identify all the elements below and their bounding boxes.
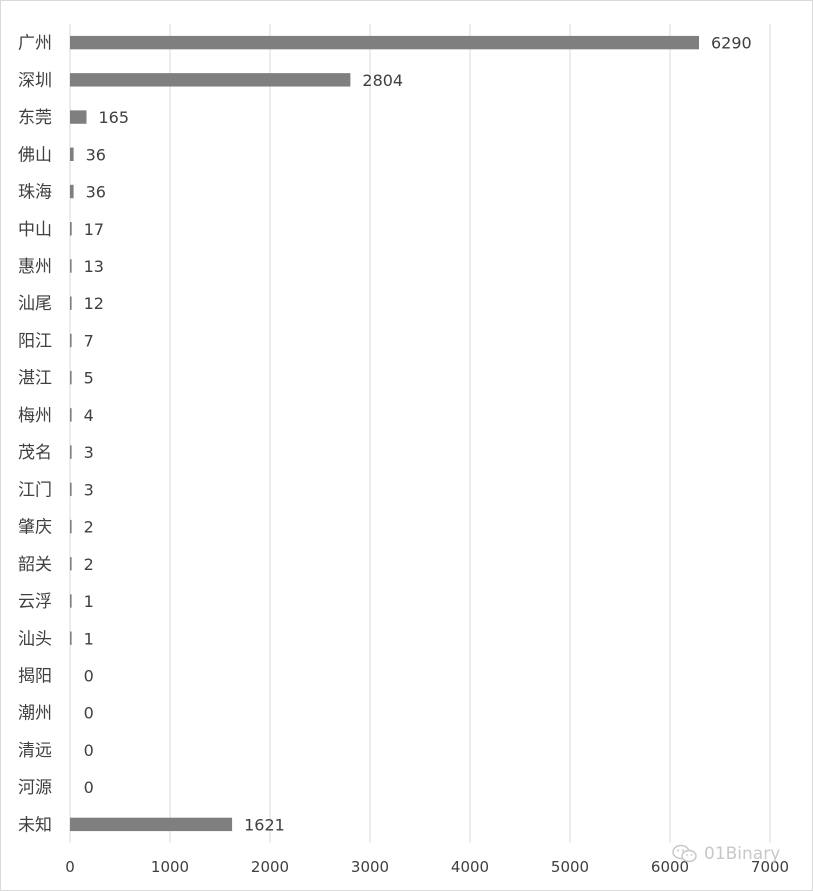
bar	[70, 296, 72, 310]
data-label: 36	[86, 183, 106, 202]
bar	[70, 817, 233, 832]
data-label: 2	[84, 555, 94, 574]
x-tick-label: 5000	[551, 858, 589, 876]
category-label: 深圳	[18, 71, 52, 91]
data-label: 2	[84, 518, 94, 537]
category-label: 汕尾	[18, 294, 52, 314]
data-label: 7	[84, 331, 94, 350]
bar	[70, 35, 699, 50]
data-label: 4	[84, 406, 94, 425]
x-tick-label: 2000	[251, 858, 289, 876]
category-label: 茂名	[18, 443, 52, 463]
category-label: 云浮	[18, 592, 52, 612]
category-label: 江门	[18, 480, 52, 500]
data-label: 13	[84, 257, 104, 276]
data-label: 1621	[244, 815, 285, 834]
category-label: 肇庆	[18, 518, 52, 538]
category-label: 清远	[18, 741, 52, 761]
bar	[70, 482, 72, 497]
x-tick-label: 4000	[451, 858, 489, 876]
bar	[70, 110, 87, 124]
data-label: 3	[84, 443, 94, 462]
data-label: 0	[84, 778, 94, 797]
bar	[70, 631, 72, 645]
category-label: 佛山	[18, 145, 52, 165]
category-label: 河源	[18, 778, 52, 798]
x-tick-label: 0	[65, 858, 75, 876]
category-label: 梅州	[18, 406, 52, 426]
category-label: 汕头	[18, 629, 52, 649]
data-label: 3	[84, 480, 94, 499]
watermark: 01Binary	[672, 843, 780, 865]
bar	[70, 370, 72, 385]
bar	[70, 408, 72, 422]
watermark-text: 01Binary	[704, 844, 781, 864]
x-tick-label: 3000	[351, 858, 389, 876]
data-label: 0	[84, 741, 94, 760]
category-label: 未知	[18, 815, 52, 835]
bar	[70, 73, 351, 87]
bar	[70, 333, 72, 348]
bar	[70, 445, 72, 459]
data-label: 17	[84, 220, 104, 239]
category-label: 湛江	[18, 369, 52, 389]
data-label: 36	[86, 145, 106, 164]
data-label: 165	[99, 108, 130, 127]
x-tick-label: 7000	[751, 858, 789, 876]
data-label: 6290	[711, 34, 752, 53]
data-label: 1	[84, 592, 94, 611]
category-label: 东莞	[18, 108, 52, 128]
bar	[70, 594, 72, 608]
x-tick-label: 6000	[651, 858, 689, 876]
x-tick-label: 1000	[151, 858, 189, 876]
category-label: 韶关	[18, 555, 52, 575]
data-label: 2804	[362, 71, 403, 90]
category-label: 惠州	[18, 257, 52, 277]
bar	[70, 557, 72, 571]
data-label: 0	[84, 666, 94, 685]
category-label: 揭阳	[18, 666, 52, 686]
category-label: 潮州	[18, 704, 52, 724]
wechat-icon	[672, 844, 697, 863]
bar	[70, 147, 74, 161]
category-label: 广州	[18, 34, 52, 54]
data-label: 5	[84, 369, 94, 388]
bar	[70, 222, 72, 236]
category-label: 珠海	[18, 183, 52, 203]
data-label: 0	[84, 704, 94, 723]
data-label: 12	[84, 294, 104, 313]
category-label: 阳江	[18, 331, 52, 351]
bar	[70, 184, 74, 199]
bar	[70, 259, 72, 273]
data-label: 1	[84, 629, 94, 648]
category-label: 中山	[18, 220, 52, 240]
bar	[70, 519, 72, 534]
